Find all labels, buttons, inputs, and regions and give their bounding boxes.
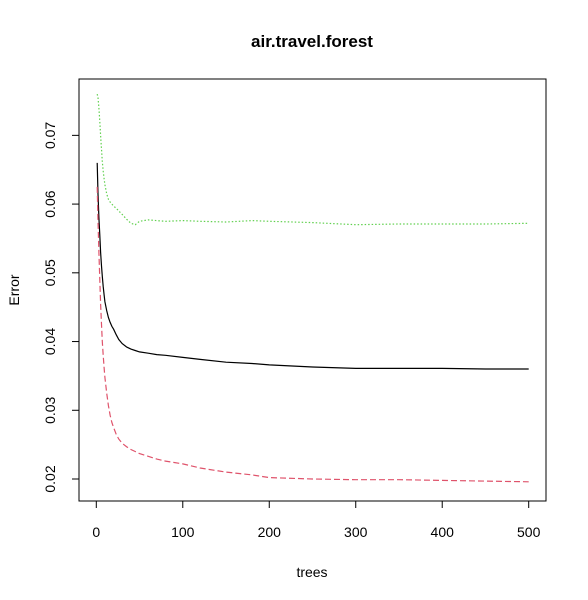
x-tick-label: 200 bbox=[258, 524, 282, 540]
plot-area-box bbox=[78, 78, 547, 502]
x-tick-label: 400 bbox=[431, 524, 455, 540]
x-axis-label: trees bbox=[296, 564, 327, 580]
y-tick-label: 0.03 bbox=[42, 396, 58, 423]
series-line-1 bbox=[96, 162, 529, 370]
series-layer bbox=[96, 93, 529, 483]
y-tick-label: 0.04 bbox=[42, 328, 58, 355]
series-line-2 bbox=[96, 186, 529, 483]
y-tick-label: 0.02 bbox=[42, 465, 58, 492]
chart-title: air.travel.forest bbox=[251, 32, 373, 51]
x-tick-label: 500 bbox=[517, 524, 541, 540]
y-axis: 0.02 0.03 0.04 0.05 0.06 0.07 bbox=[42, 122, 80, 493]
x-axis: 0 100 200 300 400 500 bbox=[92, 500, 541, 540]
x-tick-label: 0 bbox=[92, 524, 100, 540]
series-line-3 bbox=[96, 93, 529, 226]
x-tick-label: 300 bbox=[344, 524, 368, 540]
y-tick-label: 0.05 bbox=[42, 259, 58, 286]
y-axis-label: Error bbox=[6, 274, 22, 305]
x-tick-label: 100 bbox=[171, 524, 195, 540]
y-tick-label: 0.07 bbox=[42, 122, 58, 149]
y-tick-label: 0.06 bbox=[42, 190, 58, 217]
